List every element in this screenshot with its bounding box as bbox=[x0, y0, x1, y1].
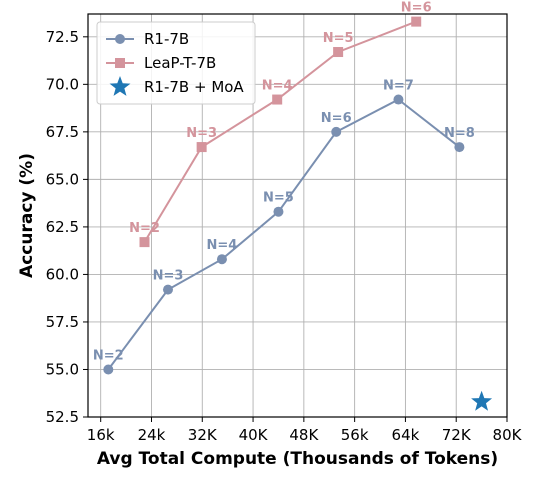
point-label: N=2 bbox=[93, 348, 124, 363]
y-tick-label: 67.5 bbox=[46, 123, 79, 141]
point-label: N=4 bbox=[262, 79, 293, 94]
data-point bbox=[411, 16, 422, 27]
legend-box bbox=[96, 21, 256, 105]
y-tick-label: 60.0 bbox=[46, 265, 79, 283]
y-axis-title: Accuracy (%) bbox=[17, 153, 37, 278]
data-point bbox=[272, 94, 283, 105]
point-label: N=6 bbox=[401, 1, 432, 16]
legend-label: R1-7B + MoA bbox=[144, 78, 244, 96]
legend-marker bbox=[115, 34, 125, 44]
point-label: N=5 bbox=[323, 31, 354, 46]
y-tick-label: 57.5 bbox=[46, 313, 79, 331]
data-point bbox=[139, 237, 150, 248]
series-layer: N=2 N=3 N=4 N=5 N=6 N=7 N=8 N=2 N=3 N=4 N=5 N=6 bbox=[93, 1, 493, 411]
plot-frame bbox=[87, 13, 508, 418]
point-label: N=3 bbox=[186, 126, 217, 141]
point-label: N=7 bbox=[383, 79, 414, 94]
y-tick-label: 52.5 bbox=[46, 408, 79, 426]
data-point bbox=[216, 254, 227, 265]
x-tick-label: 72K bbox=[442, 426, 472, 444]
y-tick-label: 55.0 bbox=[46, 360, 79, 378]
point-label: N=5 bbox=[263, 191, 294, 206]
legend-marker bbox=[109, 76, 131, 96]
data-point bbox=[196, 142, 207, 153]
x-tick-label: 56k bbox=[341, 426, 369, 444]
data-point bbox=[454, 142, 465, 153]
y-tick-label: 70.0 bbox=[46, 75, 79, 93]
x-tick-label: 24k bbox=[138, 426, 166, 444]
data-point bbox=[162, 284, 173, 295]
data-point bbox=[471, 390, 493, 411]
series-line bbox=[107, 98, 461, 371]
data-point bbox=[393, 94, 404, 105]
x-tick-label: 32K bbox=[188, 426, 218, 444]
legend-label: LeaP-T-7B bbox=[144, 54, 216, 72]
data-point bbox=[331, 126, 342, 137]
legend-item: LeaP-T-7B bbox=[106, 54, 216, 72]
axis-ticks: 16k 24k 32K 40K 48K 56k 64k 72K 80K 52.5 55.0 57.5 6… bbox=[46, 28, 523, 444]
data-point bbox=[103, 364, 114, 375]
legend-item: R1-7B bbox=[106, 30, 189, 48]
x-axis-title: Avg Total Compute (Thousands of Tokens) bbox=[97, 449, 498, 469]
point-label: N=3 bbox=[153, 269, 184, 284]
x-tick-label: 80K bbox=[493, 426, 523, 444]
point-label: N=8 bbox=[444, 126, 475, 141]
data-point bbox=[273, 206, 284, 217]
y-tick-label: 65.0 bbox=[46, 170, 79, 188]
legend-items: R1-7B LeaP-T-7B R1-7B + MoA bbox=[106, 30, 244, 96]
x-tick-label: 16k bbox=[87, 426, 115, 444]
legend-item: R1-7B + MoA bbox=[109, 76, 244, 96]
legend-marker bbox=[115, 58, 125, 68]
series-r1-7b-moa bbox=[471, 390, 493, 411]
series-r1-7b: N=2 N=3 N=4 N=5 N=6 N=7 N=8 bbox=[93, 79, 475, 375]
point-label: N=2 bbox=[129, 221, 160, 236]
y-tick-label: 62.5 bbox=[46, 218, 79, 236]
y-tick-label: 72.5 bbox=[46, 28, 79, 46]
legend: R1-7B LeaP-T-7B R1-7B + MoA bbox=[96, 21, 256, 105]
x-tick-label: 40K bbox=[239, 426, 269, 444]
x-tick-label: 64k bbox=[392, 426, 420, 444]
series-leap-t-7b: N=2 N=3 N=4 N=5 N=6 bbox=[129, 1, 432, 248]
point-label: N=6 bbox=[321, 111, 352, 126]
point-label: N=4 bbox=[207, 238, 238, 253]
legend-label: R1-7B bbox=[144, 30, 189, 48]
x-tick-label: 48K bbox=[289, 426, 319, 444]
data-point bbox=[333, 47, 344, 58]
